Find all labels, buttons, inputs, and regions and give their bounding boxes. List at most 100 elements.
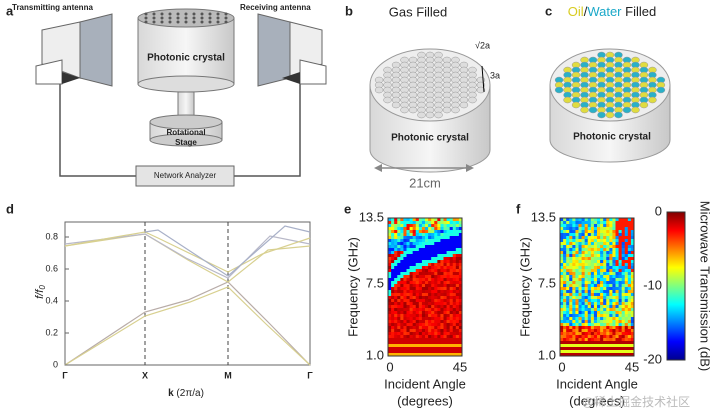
heatmap-cell [412, 290, 417, 294]
heatmap-cell [575, 272, 579, 276]
heatmap-cell [572, 326, 576, 330]
heatmap-cell [437, 287, 441, 291]
heatmap-cell [412, 245, 417, 249]
hole [184, 12, 188, 16]
heatmap-cell [560, 278, 564, 282]
heatmap-cell [600, 278, 604, 282]
heatmap-cell [606, 323, 610, 327]
heatmap-cell [590, 299, 595, 303]
heatmap-cell [455, 251, 460, 255]
heatmap-cell [452, 221, 457, 225]
heatmap-cell [452, 308, 457, 312]
heatmap-cell [590, 284, 595, 288]
heatmap-cell [566, 266, 570, 270]
heatmap-cell [443, 290, 447, 294]
heatmap-cell [437, 305, 441, 309]
heatmap-cell [560, 305, 564, 309]
heatmap-cell [584, 227, 589, 231]
heatmap-cell [397, 326, 401, 330]
heatmap-cell [572, 323, 576, 327]
heatmap-cell [425, 290, 429, 294]
hole [442, 106, 452, 114]
heatmap-cell [618, 296, 623, 300]
heatmap-cell [409, 224, 414, 228]
heatmap-cell [578, 260, 582, 264]
hole [176, 20, 180, 24]
heatmap-cell [388, 290, 392, 294]
heatmap-cell [415, 254, 420, 258]
heatmap-cell [388, 353, 392, 357]
heatmap-cell [452, 302, 457, 306]
heatmap-cell [434, 302, 438, 306]
heatmap-cell [627, 230, 632, 234]
stage-label: Stage [175, 138, 197, 147]
heatmap-cell [597, 284, 601, 288]
heatmap-cell [391, 221, 395, 225]
heatmap-cell [597, 281, 601, 285]
heatmap-cell [452, 344, 457, 348]
heatmap-cell [603, 341, 607, 345]
heatmap-cell [624, 272, 629, 276]
heatmap-cell [578, 338, 582, 342]
heatmap-cell [421, 302, 426, 306]
heatmap-cell [455, 332, 460, 336]
heatmap-cell [437, 272, 441, 276]
heatmap-cell [563, 224, 567, 228]
heatmap-cell [566, 236, 570, 240]
heatmap-cell [627, 251, 632, 255]
heatmap-cell [590, 266, 595, 270]
heatmap-cell [621, 221, 626, 225]
heatmap-cell [609, 329, 613, 333]
heatmap-cell [560, 269, 564, 273]
heatmap-cell [434, 293, 438, 297]
heatmap-cell [584, 350, 589, 354]
heatmap-cell [415, 233, 420, 237]
heatmap-cell [587, 290, 592, 294]
heatmap-cell [630, 311, 635, 315]
heatmap-cell [575, 254, 579, 258]
heatmap-cell [421, 320, 426, 324]
heatmap-cell [397, 350, 401, 354]
heatmap-cell [578, 227, 582, 231]
heatmap-cell [575, 323, 579, 327]
heatmap-cell [415, 320, 420, 324]
heatmap-cell [560, 323, 564, 327]
heatmap-cell [563, 320, 567, 324]
heatmap-cell [630, 281, 635, 285]
heatmap-cell [569, 323, 573, 327]
heatmap-cell [603, 332, 607, 336]
heatmap-cell [431, 317, 435, 321]
heatmap-cell [409, 350, 414, 354]
heatmap-cell [615, 287, 619, 291]
heatmap-cell [394, 245, 398, 249]
heatmap-cell [458, 314, 463, 318]
heatmap-cell [584, 299, 589, 303]
heatmap-cell [458, 275, 463, 279]
heatmap-cell [563, 248, 567, 252]
heatmap-cell [434, 221, 438, 225]
heatmap-cell [581, 227, 586, 231]
heatmap-cell [394, 347, 398, 351]
heatmap-cell [412, 293, 417, 297]
heatmap-cell [412, 314, 417, 318]
heatmap-cell [600, 299, 604, 303]
heatmap-cell [434, 278, 438, 282]
heatmap-cell [612, 227, 616, 231]
heatmap-cell [624, 308, 629, 312]
heatmap-cell [437, 311, 441, 315]
heatmap-cell [394, 242, 398, 246]
heatmap-cell [563, 281, 567, 285]
heatmap-cell [403, 233, 407, 237]
heatmap-cell [415, 341, 420, 345]
heatmap-cell [597, 329, 601, 333]
heatmap-cell [394, 281, 398, 285]
stage-label: Rotational [166, 128, 205, 137]
heatmap-cell [627, 293, 632, 297]
heatmap-cell [400, 254, 404, 258]
heatmap-cell [446, 320, 451, 324]
heatmap-cell [446, 353, 451, 357]
heatmap-cell [455, 236, 460, 240]
heatmap-cell [415, 353, 420, 357]
heatmap-cell [584, 278, 589, 282]
heatmap-cell [618, 341, 623, 345]
